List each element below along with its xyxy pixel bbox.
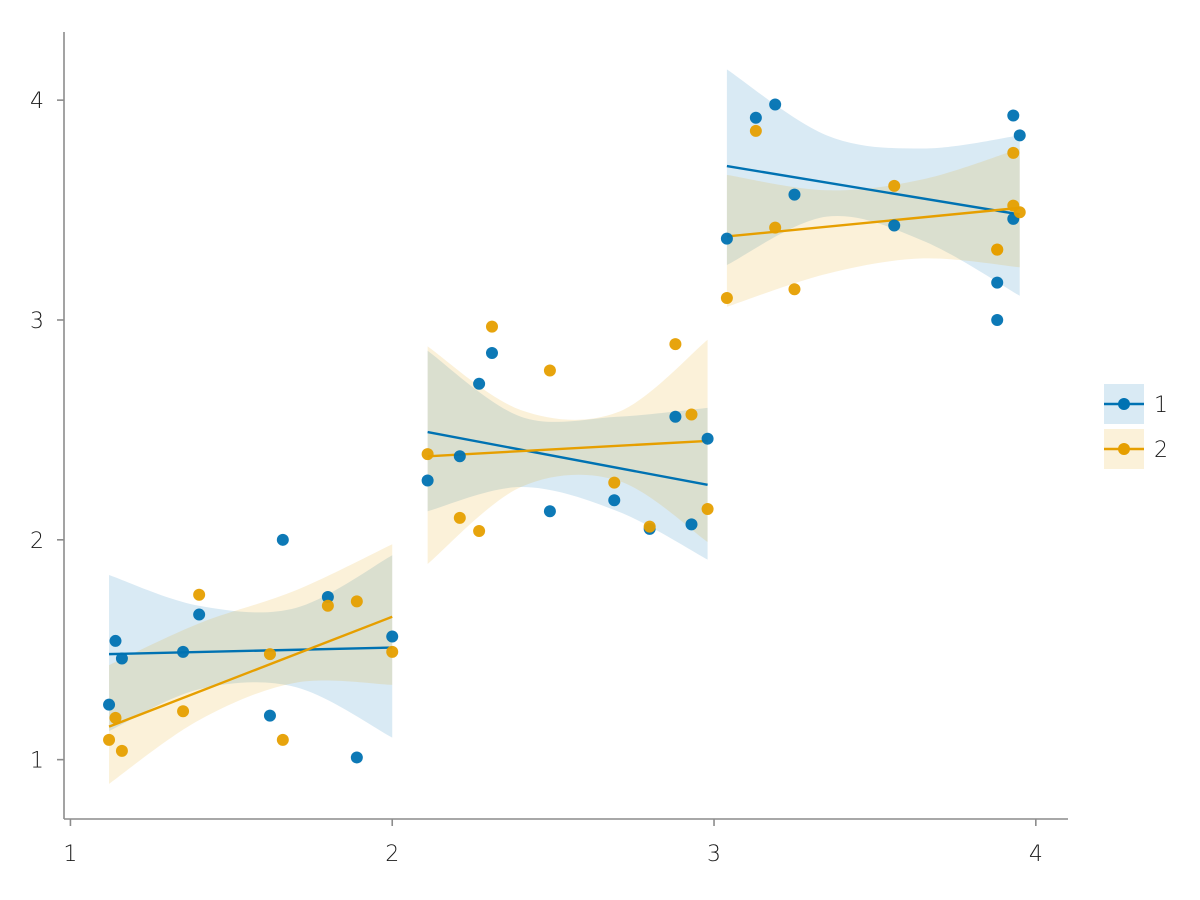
axis-ticks: 1 2 3 4 1 2 3 4	[30, 89, 1043, 867]
axes	[63, 32, 1068, 820]
legend-marker-series-1	[1118, 398, 1130, 410]
point-series-2-3	[115, 744, 128, 757]
y-tick-label-4: 4	[30, 89, 44, 114]
point-series-2-25	[888, 179, 901, 192]
point-series-1-5	[193, 608, 206, 621]
point-series-1-30	[1013, 129, 1026, 142]
point-series-1-11	[421, 474, 434, 487]
point-series-1-21	[720, 232, 733, 245]
point-series-1-8	[321, 590, 334, 603]
band-series-1-group-1	[109, 555, 393, 738]
point-series-1-18	[669, 410, 682, 423]
point-series-1-20	[701, 432, 714, 445]
fit-line-series-2-group-1	[108, 615, 393, 728]
point-series-1-1	[103, 698, 116, 711]
point-series-2-8	[321, 599, 334, 612]
x-tick-label-1: 1	[63, 842, 77, 867]
point-series-2-9	[350, 595, 363, 608]
point-series-2-11	[421, 448, 434, 461]
point-series-1-25	[888, 219, 901, 232]
point-series-1-19	[685, 518, 698, 531]
point-series-2-20	[701, 503, 714, 516]
point-series-2-10	[386, 645, 399, 658]
point-series-1-6	[263, 709, 276, 722]
point-series-2-5	[193, 588, 206, 601]
legend-label-series-2: 2	[1154, 438, 1168, 463]
fit-line-series-1-group-2	[427, 430, 708, 487]
point-series-1-3	[115, 652, 128, 665]
fit-line-series-2-group-2	[427, 439, 708, 458]
band-series-1-group-2	[427, 350, 708, 560]
point-series-1-27	[991, 313, 1004, 326]
point-series-2-17	[643, 520, 656, 533]
point-series-1-22	[749, 111, 762, 124]
point-series-1-10	[386, 630, 399, 643]
point-series-1-24	[788, 188, 801, 201]
point-series-2-16	[608, 476, 621, 489]
point-series-2-22	[749, 124, 762, 137]
point-series-1-12	[453, 450, 466, 463]
point-series-1-7	[276, 533, 289, 546]
point-series-1-23	[769, 98, 782, 111]
y-tick-label-2: 2	[30, 529, 44, 554]
point-series-1-9	[350, 751, 363, 764]
point-series-1-14	[485, 346, 498, 359]
point-series-1-13	[473, 377, 486, 390]
point-series-1-2	[109, 634, 122, 647]
point-series-2-13	[473, 525, 486, 538]
legend-marker-series-2	[1118, 443, 1130, 455]
point-series-2-1	[103, 733, 116, 746]
band-series-1-group-3	[726, 69, 1020, 296]
band-series-2-group-1	[109, 544, 393, 784]
point-series-2-24	[788, 283, 801, 296]
confidence-bands	[109, 69, 1020, 784]
point-series-2-28	[1007, 146, 1020, 159]
point-series-1-4	[177, 645, 190, 658]
point-series-2-14	[485, 320, 498, 333]
point-series-1-16	[608, 494, 621, 507]
scatter-points	[103, 98, 1026, 764]
band-series-2-group-2	[427, 339, 708, 564]
point-series-1-26	[991, 276, 1004, 289]
point-series-2-30	[1013, 206, 1026, 219]
y-tick-label-1: 1	[30, 749, 44, 774]
point-series-2-4	[177, 705, 190, 718]
point-series-1-28	[1007, 109, 1020, 122]
legend-label-series-1: 1	[1154, 393, 1168, 418]
point-series-2-6	[263, 648, 276, 661]
point-series-2-15	[543, 364, 556, 377]
point-series-1-15	[543, 505, 556, 518]
point-series-2-21	[720, 291, 733, 304]
point-series-2-23	[769, 221, 782, 234]
point-series-2-18	[669, 338, 682, 351]
point-series-2-2	[109, 711, 122, 724]
legend: 12	[1104, 384, 1168, 469]
fit-line-series-1-group-1	[109, 646, 393, 656]
point-series-2-19	[685, 408, 698, 421]
fit-line-series-1-group-3	[726, 164, 1020, 216]
point-series-2-7	[276, 733, 289, 746]
x-tick-label-2: 2	[385, 842, 399, 867]
x-tick-label-4: 4	[1029, 842, 1043, 867]
y-tick-label-3: 3	[30, 309, 44, 334]
x-tick-label-3: 3	[707, 842, 721, 867]
point-series-2-12	[453, 511, 466, 524]
band-series-2-group-3	[726, 148, 1020, 307]
point-series-2-27	[991, 243, 1004, 256]
